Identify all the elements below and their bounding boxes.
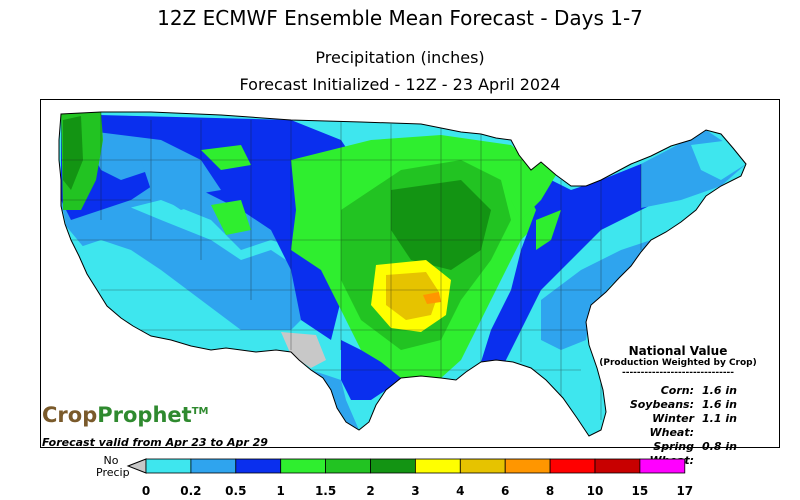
precip-legend	[126, 458, 686, 474]
legend-swatch	[145, 458, 192, 474]
legend-swatch	[325, 458, 371, 474]
legend-tick-label: 3	[411, 484, 420, 498]
crop-name: Soybeans:	[629, 398, 694, 411]
national-value-panel: National Value (Production Weighted by C…	[580, 344, 776, 468]
legend-tick-label: 17	[676, 484, 694, 498]
crop-name: Winter Wheat:	[649, 412, 694, 439]
logo-part-crop: Crop	[42, 403, 98, 427]
legend-tick-label: 2	[366, 484, 375, 498]
legend-swatch	[235, 458, 282, 474]
legend-tick-label: 6	[501, 484, 510, 498]
national-value-separator: ------------------------------	[621, 368, 735, 378]
no-precip-swatch	[126, 458, 147, 474]
crop-row-soybeans: Soybeans: 1.6 in	[580, 398, 776, 412]
legend-swatch	[639, 458, 686, 474]
crop-value: 1.6 in	[702, 384, 737, 397]
logo-trademark: TM	[191, 406, 209, 417]
logo-part-prophet: Prophet	[97, 403, 192, 427]
crop-row-winter-wheat: Winter Wheat: 1.1 in	[580, 412, 776, 440]
national-value-subtitle: (Production Weighted by Crop)	[599, 358, 757, 368]
legend-tick-label: 1	[276, 484, 285, 498]
crop-name: Corn:	[660, 384, 694, 397]
crop-value: 1.6 in	[702, 398, 737, 411]
map-subtitle: Precipitation (inches)	[315, 48, 485, 67]
legend-tick-label: 4	[456, 484, 465, 498]
legend-swatch	[549, 458, 596, 474]
legend-swatch	[504, 458, 551, 474]
map-title: 12Z ECMWF Ensemble Mean Forecast - Days …	[157, 6, 643, 30]
legend-tick-label: 10	[586, 484, 604, 498]
legend-tick-label: 0.5	[225, 484, 247, 498]
crop-value: 1.1 in	[702, 412, 737, 425]
legend-tick-label: 1.5	[314, 484, 337, 498]
national-value-title: National Value	[628, 344, 728, 358]
no-precip-label: No Precip	[96, 454, 130, 479]
forecast-valid-text: Forecast valid from Apr 23 to Apr 29	[42, 436, 268, 449]
legend-swatch	[459, 458, 506, 474]
legend-tick-label: 0.2	[180, 484, 202, 498]
legend-tick-label: 8	[545, 484, 555, 498]
legend-swatch	[280, 458, 327, 474]
crop-row-corn: Corn: 1.6 in	[580, 384, 776, 398]
forecast-initialized: Forecast Initialized - 12Z - 23 April 20…	[239, 75, 561, 94]
crop-value: 0.8 in	[702, 440, 737, 453]
legend-swatch	[370, 458, 416, 474]
legend-swatch	[594, 458, 641, 474]
legend-tick-label: 15	[631, 484, 649, 498]
legend-swatch	[414, 458, 461, 474]
precipitation-map	[58, 111, 747, 437]
map-frame	[40, 99, 780, 448]
legend-tick-label: 0	[141, 484, 151, 498]
no-precip-line1: No	[103, 454, 119, 467]
no-precip-line2: Precip	[96, 466, 130, 479]
cropprophet-logo: CropProphetTM	[42, 403, 208, 427]
legend-swatch	[190, 458, 237, 474]
